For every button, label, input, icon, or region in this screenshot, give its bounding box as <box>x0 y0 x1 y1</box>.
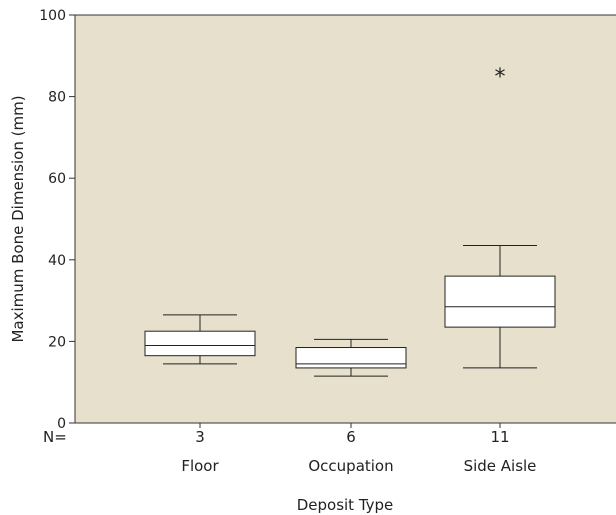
x-axis-title: Deposit Type <box>297 496 394 514</box>
x-axis-labels: 3 Floor 6 Occupation 11 Side Aisle <box>181 423 536 475</box>
n-value-label: 11 <box>490 428 509 446</box>
n-value-label: 3 <box>195 428 205 446</box>
y-axis-ticks: 0 20 40 60 80 100 <box>39 8 75 432</box>
box-side-aisle: * <box>444 65 556 369</box>
n-prefix-label: N= <box>43 428 67 446</box>
box-series: * <box>144 65 556 377</box>
y-tick-label: 100 <box>39 8 66 24</box>
box-occupation <box>295 338 407 377</box>
iqr-box <box>444 275 556 328</box>
iqr-box <box>144 330 256 357</box>
category-label: Side Aisle <box>464 457 537 475</box>
y-tick-label: 20 <box>48 334 66 350</box>
outlier-marker: * <box>495 65 506 90</box>
category-label: Floor <box>181 457 219 475</box>
iqr-box <box>295 347 407 369</box>
y-tick-label: 40 <box>48 253 66 269</box>
n-value-label: 6 <box>346 428 356 446</box>
category-label: Occupation <box>308 457 393 475</box>
box-floor <box>144 314 256 365</box>
y-axis-title: Maximum Bone Dimension (mm) <box>9 95 27 342</box>
y-tick-label: 0 <box>57 416 66 432</box>
y-tick-label: 60 <box>48 171 66 187</box>
y-tick-label: 80 <box>48 90 66 106</box>
